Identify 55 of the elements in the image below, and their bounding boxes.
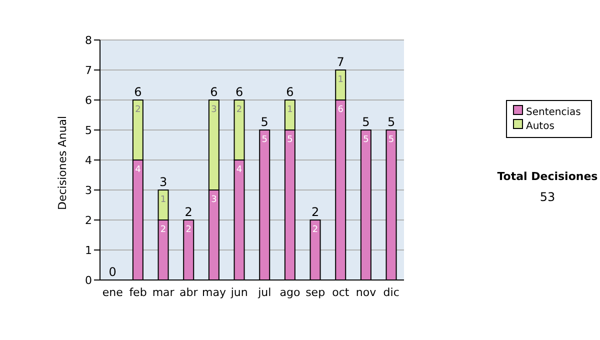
data-label: 6 (338, 105, 344, 115)
x-tick-label: sep (306, 286, 326, 299)
data-label: 1 (338, 75, 344, 85)
x-tick-label: may (202, 286, 226, 299)
x-tick-label: abr (180, 286, 198, 299)
total-label: 7 (336, 55, 344, 69)
y-tick-label: 5 (85, 124, 92, 137)
x-tick-label: jun (230, 286, 248, 299)
y-tick-label: 2 (85, 214, 92, 227)
total-label: 6 (134, 85, 142, 99)
data-label: 2 (135, 105, 141, 115)
data-label: 5 (262, 135, 268, 145)
data-label: 2 (186, 225, 192, 235)
y-tick-label: 3 (85, 184, 92, 197)
x-tick-label: feb (129, 286, 147, 299)
x-tick-label: ago (280, 286, 300, 299)
data-label: 2 (160, 225, 166, 235)
x-tick-label: dic (383, 286, 400, 299)
data-label: 2 (312, 225, 318, 235)
data-label: 5 (363, 135, 369, 145)
total-label: 5 (362, 115, 370, 129)
y-tick-label: 8 (85, 34, 92, 47)
text: Total Decisiones (496, 170, 599, 183)
total-label: 5 (260, 115, 268, 129)
data-label: 3 (211, 105, 217, 115)
total-label: 5 (387, 115, 396, 129)
y-tick-label: 6 (85, 94, 92, 107)
data-label: 5 (287, 135, 293, 145)
legend-label: Sentencias (525, 106, 582, 119)
total-label: 0 (108, 265, 116, 279)
data-label: 4 (135, 165, 142, 175)
total-label: 6 (210, 85, 218, 99)
x-tick-label: oct (332, 286, 350, 299)
x-tick-label: ene (102, 286, 124, 299)
x-tick-label: nov (356, 286, 377, 299)
total-label: 2 (184, 205, 192, 219)
data-label: 4 (236, 165, 242, 175)
data-label: 1 (287, 105, 293, 115)
data-label: 2 (236, 105, 242, 115)
text: 53 (538, 190, 556, 204)
total-label: 6 (235, 85, 244, 99)
total-label: 3 (159, 175, 168, 189)
y-tick-label: 1 (85, 244, 92, 257)
total-label: 2 (311, 205, 320, 219)
y-tick-label: 7 (85, 64, 92, 77)
y-tick-label: 0 (85, 274, 92, 287)
data-label: 1 (160, 195, 166, 205)
legend-label: Autos (525, 120, 556, 133)
y-tick-label: 4 (85, 154, 92, 167)
y-axis-title: Decisiones Anual (56, 116, 69, 210)
data-label: 3 (211, 195, 217, 205)
total-label: 6 (286, 85, 294, 99)
x-tick-label: jul (257, 286, 272, 299)
data-label: 5 (388, 135, 394, 145)
x-tick-label: mar (152, 286, 175, 299)
